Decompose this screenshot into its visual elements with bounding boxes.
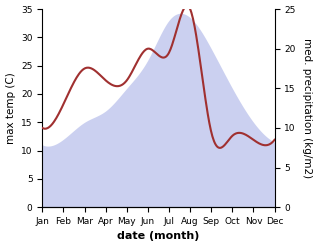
X-axis label: date (month): date (month) bbox=[117, 231, 200, 242]
Y-axis label: med. precipitation (kg/m2): med. precipitation (kg/m2) bbox=[302, 38, 313, 178]
Y-axis label: max temp (C): max temp (C) bbox=[5, 72, 16, 144]
